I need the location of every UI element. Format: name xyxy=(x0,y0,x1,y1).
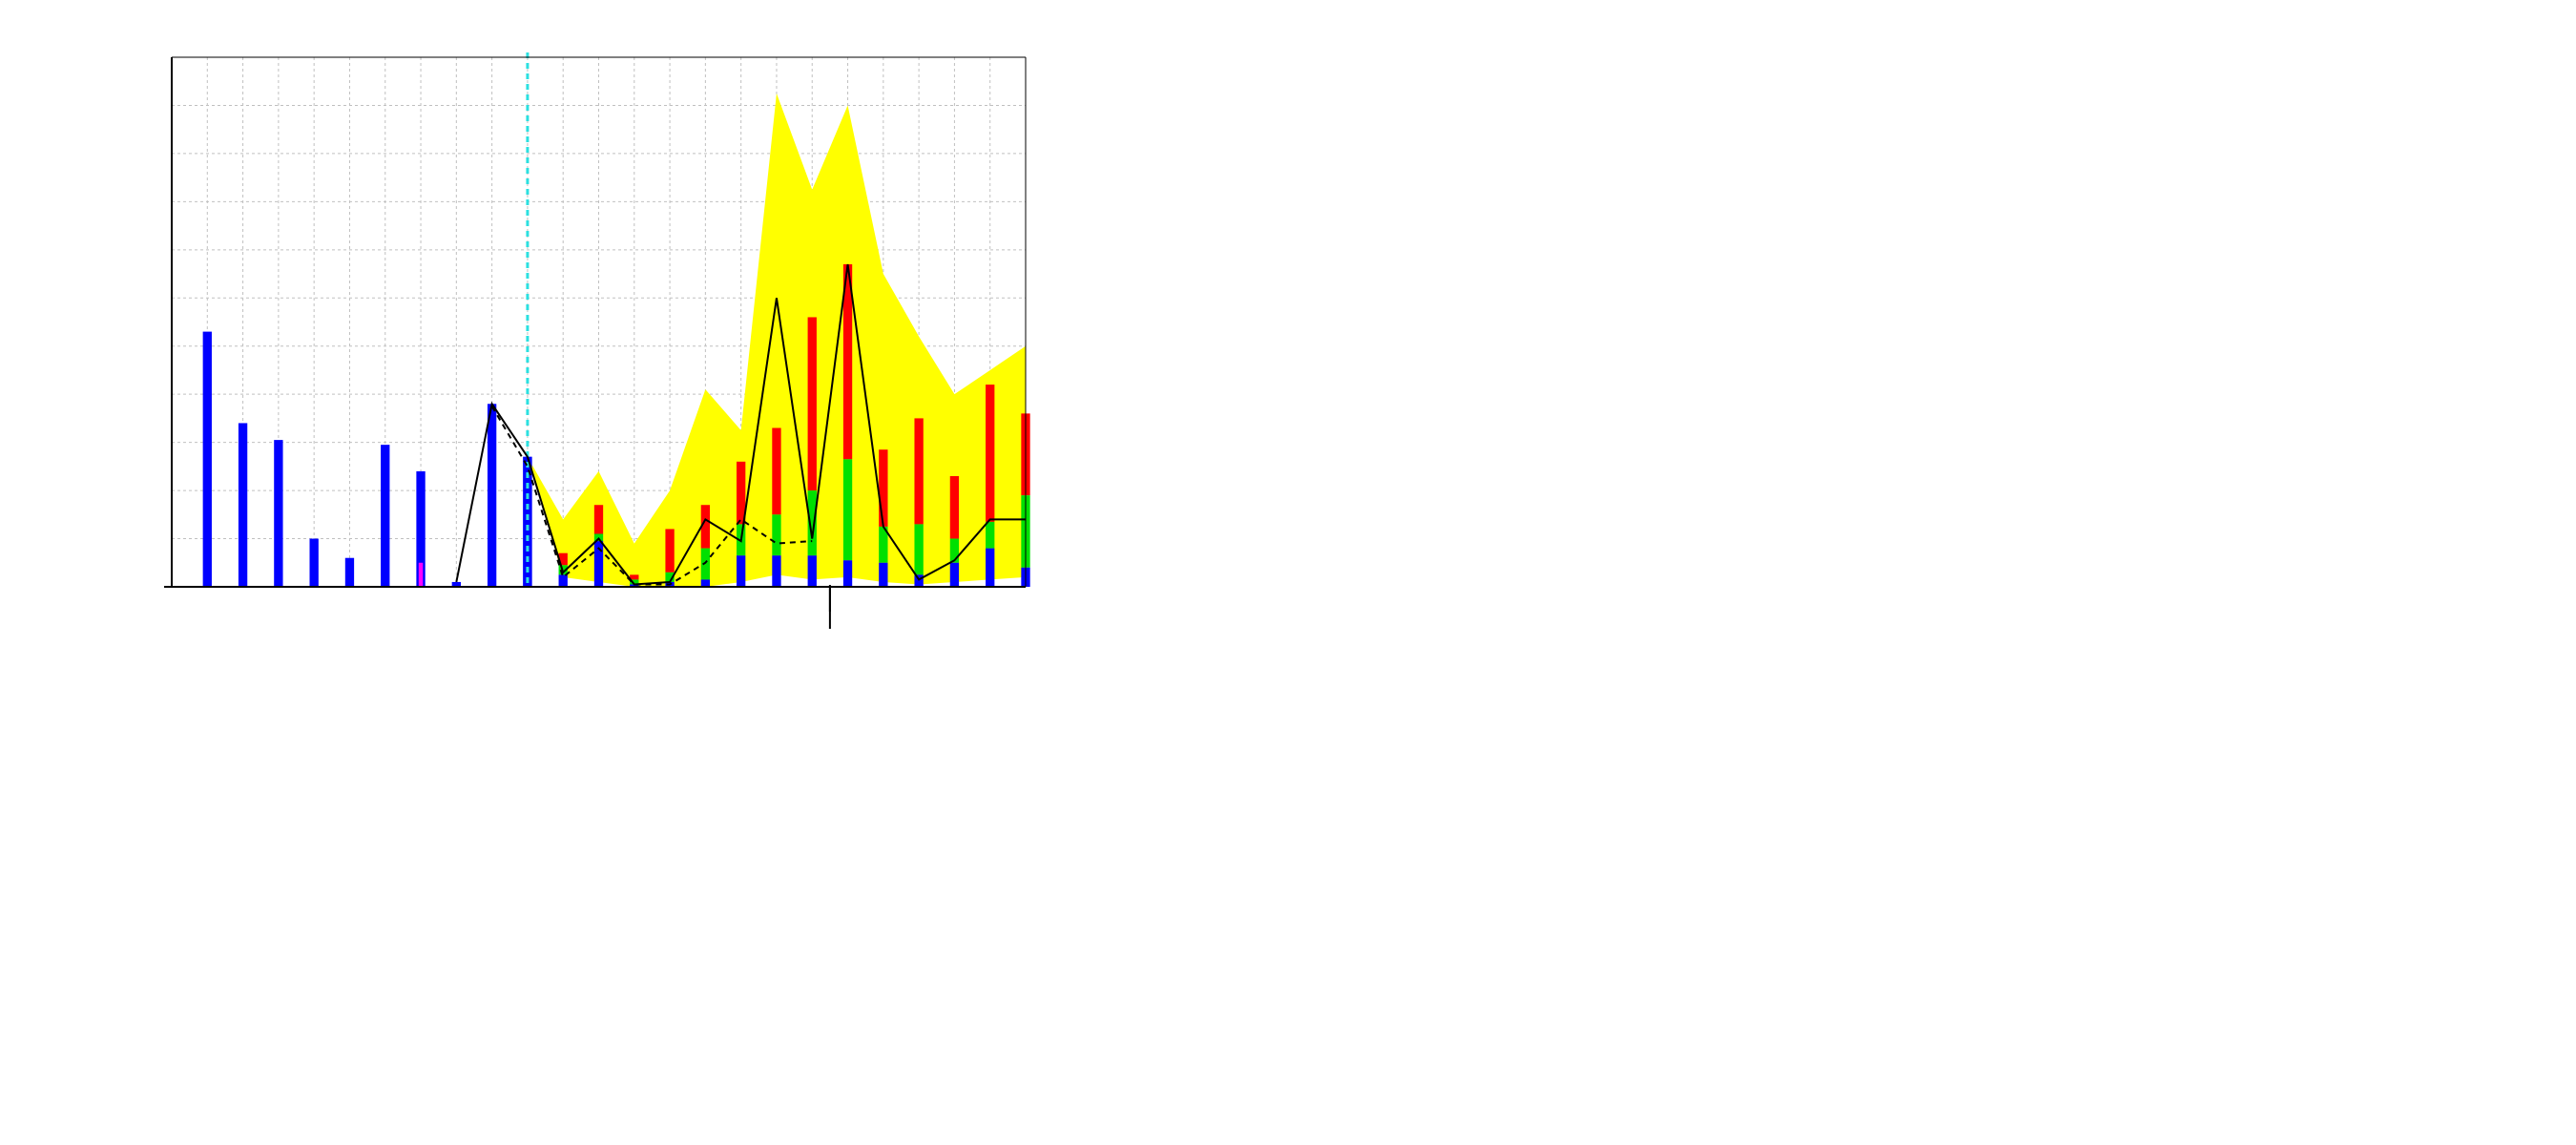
bar-median xyxy=(843,560,852,587)
bar-history xyxy=(239,423,247,587)
bar-p75 xyxy=(843,459,852,560)
bar-history xyxy=(488,404,496,587)
bar-median xyxy=(772,555,780,587)
bar-history xyxy=(203,332,212,587)
chart-svg xyxy=(0,0,1431,668)
bar-median xyxy=(559,574,568,587)
bar-p95 xyxy=(772,428,780,515)
bar-median xyxy=(701,579,710,587)
bar-median xyxy=(950,563,959,587)
bar-median xyxy=(986,549,994,587)
bar-median xyxy=(879,563,887,587)
bar-p95 xyxy=(914,418,923,524)
bar-median xyxy=(808,555,817,587)
bar-p95 xyxy=(879,449,887,527)
bar-history xyxy=(345,558,354,587)
bar-rain-obs xyxy=(419,563,423,587)
bar-p75 xyxy=(914,524,923,574)
bar-p75 xyxy=(986,522,994,549)
bar-p95 xyxy=(986,385,994,522)
precipitation-chart xyxy=(0,0,1431,668)
bar-history xyxy=(274,440,282,587)
bar-p75 xyxy=(772,514,780,555)
bar-p95 xyxy=(950,476,959,539)
bar-p75 xyxy=(701,549,710,580)
bar-median xyxy=(737,555,745,587)
bar-p95 xyxy=(808,317,817,490)
bar-history xyxy=(310,539,319,587)
bar-p95 xyxy=(665,529,674,572)
bar-history xyxy=(381,445,389,587)
bar-p95 xyxy=(594,505,603,533)
